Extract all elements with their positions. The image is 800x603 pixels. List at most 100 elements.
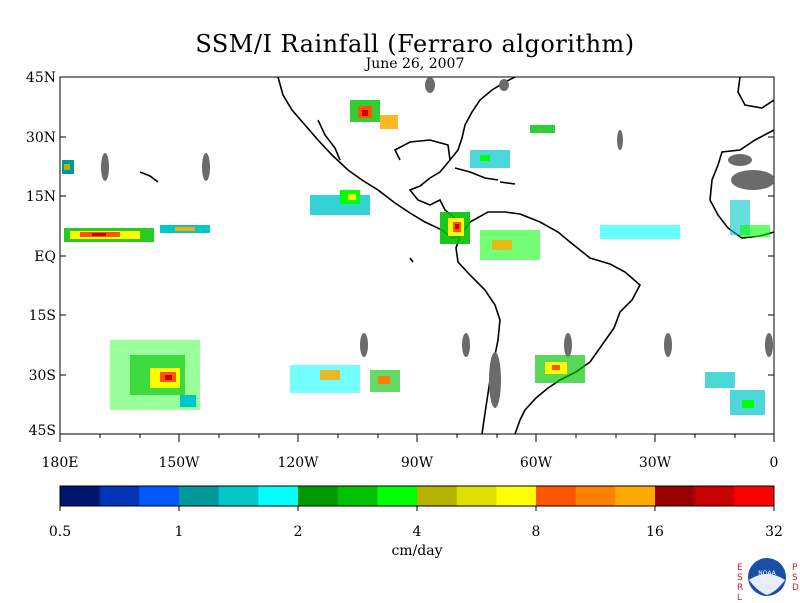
- rain-patch: [175, 227, 195, 231]
- gap-2: [202, 153, 210, 181]
- rain-patch: [378, 376, 390, 384]
- lon-label-180e: 180E: [42, 455, 79, 471]
- rain-patch: [380, 115, 398, 129]
- lon-labels: 180E 150W 120W 90W 60W 30W 0: [42, 455, 779, 471]
- rain-cluster-south-pacific: [110, 340, 200, 410]
- rain-patch: [552, 365, 560, 370]
- coast-baja: [317, 119, 341, 161]
- colorbar-swatch: [536, 486, 577, 506]
- colorbar-swatch: [417, 486, 458, 506]
- colorbar-swatch: [218, 486, 259, 506]
- lat-label-30s: 30S: [29, 368, 56, 384]
- rain-cluster-south-pacific-east: [290, 365, 400, 393]
- esrl-letters: ESRL: [737, 563, 744, 603]
- colorbar-swatch: [377, 486, 418, 506]
- lat-label-eq: EQ: [34, 249, 56, 265]
- noaa-logo-bird: [749, 574, 785, 595]
- gap-7: [664, 333, 672, 357]
- lat-label-45s: 45S: [29, 423, 56, 439]
- gap-3: [617, 130, 623, 150]
- coast-galapagos: [409, 257, 414, 263]
- gap-6: [564, 333, 572, 357]
- colorbar-label-0-5: 0.5: [49, 524, 71, 540]
- lon-label-120w: 120W: [277, 455, 319, 471]
- rain-cluster-africa: [730, 200, 770, 237]
- lat-label-15s: 15S: [29, 308, 56, 324]
- colorbar-swatch: [139, 486, 180, 506]
- colorbar-swatch: [60, 486, 101, 506]
- rain-patch: [92, 233, 106, 236]
- lat-ticks: [60, 76, 774, 435]
- colorbar-label-16: 16: [646, 524, 664, 540]
- psd-letters-text: PSD: [792, 563, 799, 593]
- colorbar-swatch: [456, 486, 497, 506]
- colorbar-swatch: [179, 486, 220, 506]
- colorbar-swatch: [694, 486, 735, 506]
- colorbar-label-32: 32: [765, 524, 783, 540]
- colorbar-unit: cm/day: [391, 543, 442, 559]
- lat-labels: 45N 30N 15N EQ 15S 30S 45S: [26, 70, 56, 439]
- rain-patch: [348, 194, 356, 200]
- rain-patch: [480, 155, 490, 161]
- colorbar-swatch: [99, 486, 140, 506]
- no-data-areas: [101, 77, 774, 408]
- colorbar: [59, 485, 775, 511]
- rain-patch: [600, 225, 680, 239]
- coast-cuba: [454, 167, 499, 181]
- colorbar-swatch: [298, 486, 339, 506]
- colorbar-labels: 0.5 1 2 4 8 16 32 cm/day: [49, 524, 783, 559]
- psd-letters: PSD: [792, 563, 799, 593]
- colorbar-swatch: [655, 486, 696, 506]
- colorbar-label-4: 4: [413, 524, 422, 540]
- gap-5: [462, 333, 470, 357]
- coast-iberia: [737, 77, 774, 109]
- noaa-logo: NOAA: [748, 558, 786, 596]
- map-content: [62, 77, 774, 434]
- rain-patch: [455, 224, 459, 229]
- rain-patch: [530, 125, 555, 133]
- gap-1: [101, 153, 109, 181]
- colorbar-swatch: [734, 486, 775, 506]
- gap-8: [765, 333, 773, 357]
- rain-cluster-caribbean: [470, 125, 680, 239]
- colorbar-label-8: 8: [532, 524, 541, 540]
- rain-cluster-central-america: [440, 212, 540, 260]
- lat-label-45n: 45N: [26, 70, 56, 86]
- rain-patch: [320, 370, 340, 380]
- gap-africa-2: [728, 154, 752, 166]
- rain-clusters: [62, 100, 770, 415]
- esrl-letters-text: ESRL: [737, 563, 744, 603]
- colorbar-label-2: 2: [294, 524, 303, 540]
- rain-cluster-south-atlantic: [705, 372, 765, 415]
- colorbar-swatch: [337, 486, 378, 506]
- lat-label-15n: 15N: [26, 189, 56, 205]
- coastlines: [139, 77, 774, 434]
- rain-patch: [742, 400, 754, 408]
- lat-label-30n: 30N: [26, 130, 56, 146]
- rain-cluster-itcz-pacific: [62, 160, 210, 242]
- rain-patch: [362, 110, 368, 116]
- map-date: June 26, 2007: [365, 56, 465, 72]
- gap-north-america-2: [499, 79, 509, 91]
- rain-patch: [740, 225, 770, 237]
- rain-patch: [180, 395, 196, 407]
- colorbar-swatch: [615, 486, 656, 506]
- coast-hispaniola: [499, 181, 516, 185]
- gap-andes: [489, 352, 501, 408]
- rain-patch: [705, 372, 735, 388]
- rain-patch: [64, 164, 70, 170]
- gap-north-america: [425, 77, 435, 93]
- colorbar-label-1: 1: [175, 524, 184, 540]
- rain-patch: [492, 240, 512, 250]
- gap-africa: [731, 170, 774, 190]
- colorbar-swatch: [258, 486, 299, 506]
- lon-label-90w: 90W: [401, 455, 434, 471]
- noaa-logo-text: NOAA: [758, 570, 776, 577]
- rain-patch: [165, 375, 172, 380]
- colorbar-swatch: [496, 486, 537, 506]
- lon-label-30w: 30W: [639, 455, 672, 471]
- lon-ticks: [59, 434, 775, 442]
- rain-cluster-south-america: [535, 355, 585, 383]
- coast-south-america-west: [455, 235, 501, 434]
